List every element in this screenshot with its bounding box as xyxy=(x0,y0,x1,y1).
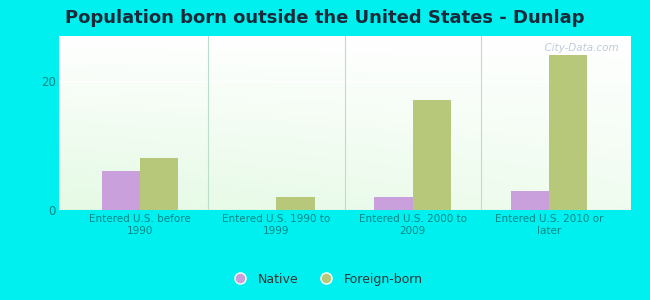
Bar xyxy=(140,158,178,210)
Bar xyxy=(102,171,140,210)
Legend: Native, Foreign-born: Native, Foreign-born xyxy=(223,268,427,291)
Bar xyxy=(374,197,413,210)
Bar xyxy=(276,197,315,210)
Text: City-Data.com: City-Data.com xyxy=(538,43,619,53)
Bar xyxy=(549,55,587,210)
Text: Population born outside the United States - Dunlap: Population born outside the United State… xyxy=(65,9,585,27)
Bar xyxy=(511,191,549,210)
Bar xyxy=(413,100,450,210)
